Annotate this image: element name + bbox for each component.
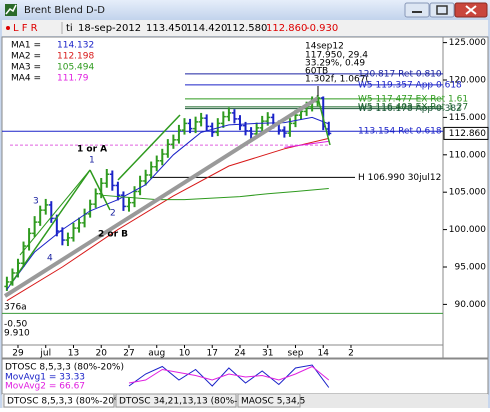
level-label: 113.154 Ret 0.618	[358, 127, 442, 137]
price-box-label: 112.860	[449, 129, 486, 139]
toolbar-date: 18-sep-2012	[78, 23, 141, 34]
channel-line	[317, 97, 331, 146]
toolbar-low: 112.580	[226, 23, 267, 34]
oscillator-title: DTOSC 8,5,3,3 (80%-20%)	[5, 363, 124, 373]
app-icon-glyph	[5, 4, 17, 15]
date-axis	[1, 344, 444, 359]
tab[interactable]	[237, 393, 301, 408]
wave-label: 4	[47, 254, 53, 264]
x-tick-label: 31	[262, 349, 273, 359]
channel-line	[89, 169, 111, 211]
x-tick-label: 13	[68, 349, 79, 359]
y-tick-label: 120.000	[449, 76, 486, 86]
legend-value: 105.494	[57, 63, 94, 73]
annotation: 14sep12	[305, 42, 344, 52]
level-label: H 106.990 30jul12	[358, 173, 441, 183]
x-tick-label: jul	[39, 349, 51, 359]
legend-value: 112.198	[57, 52, 94, 62]
tab-label[interactable]: MAOSC 5,34,5	[241, 397, 305, 407]
tab[interactable]	[115, 393, 237, 408]
annotation: 9.910	[4, 329, 30, 339]
toolbar-close: 112.860	[266, 23, 307, 34]
oscillator-text: MovAvg1 = 33.33	[5, 373, 85, 383]
legend-name: MA2 =	[11, 52, 41, 62]
moving-average	[284, 140, 329, 148]
oscillator-text: MovAvg2 = 66.67	[5, 382, 85, 392]
tab-label[interactable]: DTOSC 8,5,3,3 (80%-20%)	[7, 397, 126, 407]
wave-label: 1 or A	[77, 145, 107, 155]
channel-line	[117, 114, 181, 181]
y-tick-label: 95.000	[455, 262, 487, 272]
marks: 125.000 120.000 115.000 110.000 105.000 100.0…	[2, 38, 489, 392]
trend-line	[3, 96, 320, 298]
oscillator-line	[128, 365, 330, 384]
toolbar-high: 114.420	[186, 23, 227, 34]
minimize-button[interactable]	[404, 2, 430, 18]
wave-label: 3	[33, 197, 39, 207]
legend-name: MA3 =	[11, 63, 41, 73]
x-tick-label: 20	[96, 349, 108, 359]
wave-label: 2	[110, 209, 116, 219]
x-tick-label: 2	[348, 349, 354, 359]
wave-label: 2 or B	[98, 230, 128, 240]
channel-line	[9, 169, 91, 286]
level-label: 120.817 Ret 0.810	[358, 69, 442, 79]
close-icon	[465, 5, 477, 15]
annotation: 1.302f, 1.067(	[305, 75, 369, 85]
legend-name: MA1 =	[11, 41, 41, 51]
level-label: W5 116.403 EX Ret 1.27	[358, 102, 468, 112]
oscillator-panel	[1, 358, 489, 395]
y-tick-label: 105.000	[449, 188, 486, 198]
price-box	[443, 126, 489, 140]
level-label: W3 116.178 App 0.382	[358, 104, 462, 114]
toolbar-dot	[6, 26, 10, 30]
oscillator-line	[128, 364, 330, 388]
x-tick-label: 29	[12, 349, 24, 359]
annotation: 376a	[4, 303, 27, 313]
title-bar	[0, 0, 490, 20]
moving-average	[6, 137, 329, 302]
x-tick-label: 14	[318, 349, 330, 359]
legend-name: MA4 =	[11, 74, 41, 84]
toolbar-mode[interactable]: ti	[66, 23, 73, 34]
y-tick-label: 100.000	[449, 225, 486, 235]
y-tick-label: 110.000	[449, 150, 486, 160]
toolbar-flags[interactable]: L F R	[13, 23, 38, 34]
x-tick-label: aug	[148, 349, 165, 359]
x-tick-label: 17	[207, 349, 218, 359]
maximize-button[interactable]	[429, 2, 455, 18]
moving-average	[101, 188, 329, 201]
toolbar-change: -0.930	[306, 23, 338, 34]
annotation: 60TB	[305, 67, 328, 77]
y-tick-label: 115.000	[449, 113, 486, 123]
x-tick-label: 10	[179, 349, 191, 359]
price-axis	[442, 36, 489, 359]
maximize-icon	[436, 5, 448, 15]
y-tick-label: 125.000	[449, 38, 486, 48]
toolbar-open: 113.450	[146, 23, 187, 34]
tab-label[interactable]: DTOSC 34,21,13,13 (80%-20%)	[119, 397, 261, 407]
x-tick-label: sep	[288, 349, 304, 359]
annotation: -0.50	[4, 320, 28, 330]
moving-average	[6, 116, 329, 290]
tab[interactable]	[3, 393, 115, 408]
window-title: Brent Blend D-D	[24, 5, 105, 16]
legend-value: 111.79	[57, 74, 89, 84]
x-tick-label: 27	[123, 349, 134, 359]
level-label: W5 119.357 App 0.618	[358, 80, 462, 90]
channel-line	[19, 169, 91, 256]
wave-label: 1	[89, 156, 95, 166]
y-tick-label: 90.000	[455, 300, 487, 310]
annotation: 33.29%, 0.49	[305, 59, 365, 69]
toolbar	[2, 20, 488, 36]
legend-value: 114.132	[57, 41, 94, 51]
x-tick-label: 24	[234, 349, 246, 359]
level-label: W5 117.477 EX Ret 1.61	[358, 94, 468, 104]
annotation: 117.950, 29.4	[305, 51, 368, 61]
